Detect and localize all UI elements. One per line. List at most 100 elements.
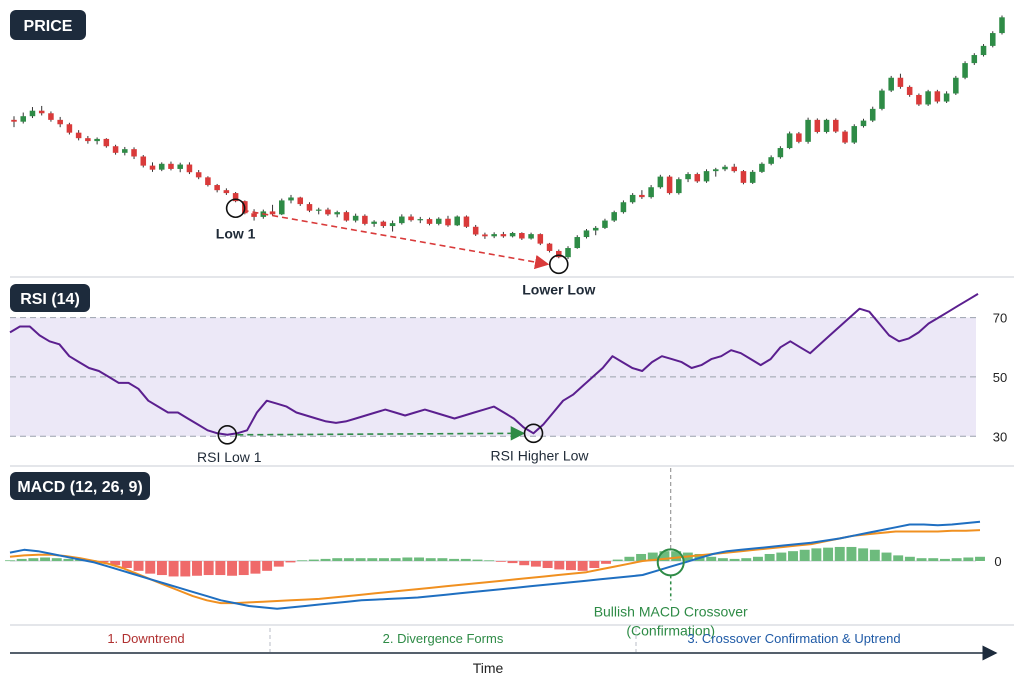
- macd-line: [9, 520, 981, 610]
- histogram-bar: [484, 560, 495, 562]
- candle-body: [629, 194, 636, 203]
- histogram-bar: [788, 551, 798, 561]
- histogram-bar: [741, 558, 752, 561]
- histogram-bar: [858, 548, 869, 561]
- rsi-tick-50: 50: [993, 370, 1007, 385]
- rsi-low1-marker: [217, 424, 238, 445]
- candle-body: [297, 197, 304, 205]
- candle-body: [158, 163, 165, 170]
- histogram-bar: [63, 558, 74, 561]
- price-title: PRICE: [24, 18, 73, 35]
- candle-body: [574, 237, 581, 249]
- histogram-bar: [402, 557, 413, 561]
- candle-body: [657, 176, 664, 188]
- crossover-sublabel: (Confirmation): [626, 622, 715, 638]
- candle-body: [482, 234, 488, 237]
- histogram-bar: [519, 561, 530, 566]
- candle-body: [269, 211, 276, 215]
- candle-body: [786, 133, 793, 149]
- candle-body: [805, 119, 811, 142]
- histogram-bar: [951, 558, 962, 561]
- candle-body: [362, 215, 368, 224]
- candle-body: [122, 149, 128, 153]
- histogram-bar: [671, 551, 682, 561]
- histogram-bar: [285, 561, 296, 563]
- rsi-panel: 70 50 30 RSI (14) RSI Low 1 RSI Higher L…: [9, 284, 1007, 465]
- candle-body: [195, 172, 202, 178]
- rsi-tick-30: 30: [993, 429, 1007, 444]
- histogram-bar: [121, 561, 132, 569]
- histogram-bar: [238, 561, 249, 576]
- candle-body: [712, 169, 719, 172]
- histogram-bar: [145, 561, 156, 574]
- histogram-bar: [192, 561, 202, 576]
- low1-label: Low 1: [216, 225, 256, 241]
- histogram-bar: [752, 556, 763, 561]
- candle-body: [140, 156, 147, 166]
- candle-body: [592, 227, 599, 231]
- histogram-bar: [939, 558, 950, 561]
- candle-body: [565, 248, 571, 258]
- macd-histogram: [5, 546, 985, 577]
- histogram-bar: [28, 558, 39, 561]
- candle-body: [334, 212, 340, 215]
- candle-body: [953, 77, 959, 94]
- price-panel: PRICE Low 1 Lower Low: [10, 10, 1005, 297]
- candle-body: [288, 197, 294, 201]
- candle-body: [546, 243, 553, 251]
- candle-body: [103, 138, 110, 147]
- candle-body: [491, 234, 497, 237]
- histogram-bar: [227, 561, 238, 576]
- macd-tick-0: 0: [994, 554, 1001, 569]
- candle-body: [749, 171, 756, 183]
- histogram-bar: [601, 561, 611, 564]
- histogram-bar: [355, 558, 366, 561]
- histogram-bar: [659, 551, 670, 561]
- candle-body: [94, 138, 100, 142]
- candle-body: [20, 116, 27, 122]
- histogram-bar: [881, 552, 892, 561]
- candle-body: [823, 119, 830, 132]
- candle-body: [583, 230, 590, 238]
- macd-title-badge: [10, 472, 150, 500]
- candle-body: [666, 176, 673, 194]
- histogram-bar: [320, 558, 331, 561]
- rsi-title-badge: [10, 284, 90, 312]
- histogram-bar: [530, 561, 541, 567]
- histogram-bar: [565, 561, 576, 571]
- histogram-bar: [928, 558, 939, 561]
- candle-body: [648, 187, 654, 198]
- phase-downtrend: 1. Downtrend: [107, 631, 184, 646]
- histogram-bar: [589, 561, 600, 569]
- histogram-bar: [904, 556, 915, 561]
- candle-body: [925, 91, 931, 105]
- histogram-bar: [110, 561, 121, 566]
- candle-body: [205, 177, 211, 186]
- histogram-bar: [308, 559, 319, 561]
- rsi-low1-label: RSI Low 1: [197, 449, 262, 465]
- candle-body: [399, 216, 405, 224]
- histogram-bar: [203, 561, 214, 576]
- histogram-bar: [40, 557, 51, 561]
- candle-body: [860, 120, 867, 127]
- candle-body: [38, 110, 45, 114]
- candle-body: [66, 124, 73, 133]
- candle-body: [426, 219, 433, 224]
- histogram-bar: [823, 547, 834, 561]
- candle-body: [676, 179, 682, 194]
- candle-body: [48, 113, 54, 120]
- candle-body: [759, 163, 765, 172]
- candle-body: [722, 166, 728, 170]
- histogram-bar: [156, 561, 167, 576]
- candle-body: [869, 108, 876, 121]
- candle-body: [315, 209, 322, 211]
- candle-body: [306, 204, 313, 211]
- histogram-bar: [250, 561, 261, 574]
- candle-body: [851, 126, 858, 143]
- lower-low-label: Lower Low: [522, 281, 595, 297]
- candle-body: [980, 45, 987, 56]
- candle-body: [916, 94, 922, 105]
- candle-body: [445, 218, 451, 226]
- candle-body: [934, 91, 941, 102]
- candle-body: [417, 219, 424, 221]
